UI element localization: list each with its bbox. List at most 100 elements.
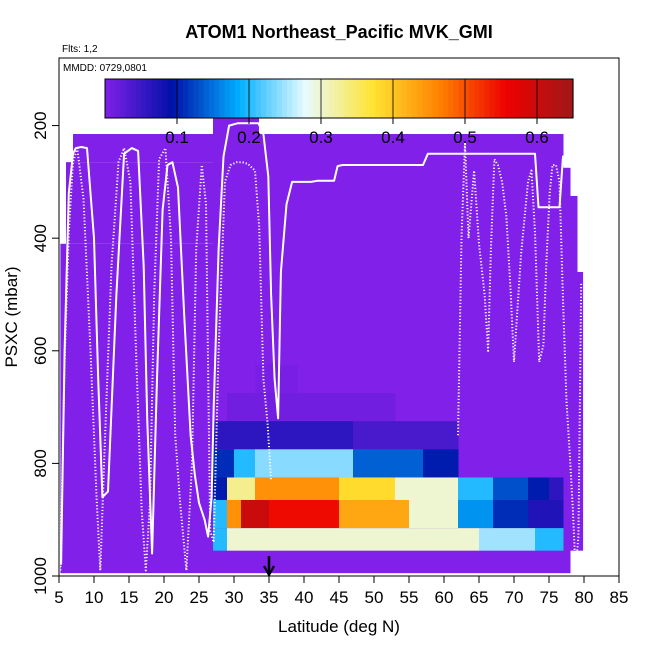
x-tick-label: 50 [365,588,384,607]
colorbar-segment [469,79,475,118]
colorbar-tick-label: 0.2 [237,128,261,147]
cell-1 [227,393,396,422]
colorbar-segment [349,79,356,118]
concentration-cells [213,364,564,551]
x-tick-label: 55 [400,588,419,607]
marker-arrow-head [263,565,275,578]
colorbar-segment [484,79,491,118]
cell-16 [528,477,550,500]
cell-12 [339,477,396,500]
cell-28 [227,528,480,551]
cell-18 [213,499,228,529]
x-tick-label: 15 [120,588,139,607]
colorbar-segment [489,79,496,118]
colorbar-segment [302,79,309,118]
colorbar-segment [136,79,142,118]
cell-5 [234,449,256,478]
colorbar-segment [151,79,158,118]
date-label: MMDD: 0729,0801 [63,63,147,74]
y-axis: 200 400 600 800 1000 [31,111,60,595]
colorbar-tick-label: 0.4 [381,128,405,147]
x-axis: 5 10 15 20 25 30 35 40 45 50 55 60 65 70 75 80 85 [54,575,628,607]
colorbar-segment [323,79,330,118]
colorbar-segment [172,79,179,118]
cell-20 [241,499,270,529]
colorbar-segment [448,79,454,118]
colorbar-segment [141,79,148,118]
cell-14 [458,477,494,500]
colorbar-segment [401,79,408,118]
cell-22 [339,499,410,529]
y-tick-label: 400 [31,224,50,252]
cell-27 [213,528,228,551]
colorbar-segment [276,79,283,118]
colorbar-segment [162,79,168,118]
colorbar-segment [339,79,345,118]
cell-3 [353,421,459,450]
colorbar-segment [229,79,236,118]
colorbar-segment [297,79,304,118]
colorbar-segment [203,79,210,118]
colorbar-segment [521,79,527,118]
colorbar-segment [422,79,428,118]
colorbar-segment [495,79,501,118]
colorbar-segment [474,79,480,118]
colorbar-tick-label: 0.3 [309,128,333,147]
colorbar-segment [365,79,371,118]
x-tick-label: 10 [85,588,104,607]
colorbar-segment [479,79,486,118]
x-tick-label: 40 [295,588,314,607]
colorbar-tick-label: 0.5 [453,128,477,147]
cell-25 [493,499,529,529]
colorbar-segment [380,79,387,118]
colorbar-segment [437,79,444,118]
colorbar-segment [557,79,564,118]
colorbar-segment [500,79,506,118]
flight-track-0 [59,147,273,572]
colorbar-segment [505,79,512,118]
x-tick-label: 30 [225,588,244,607]
colorbar-segment [188,79,194,118]
cell-17 [549,477,564,500]
colorbar-segment [463,79,470,118]
colorbar-segment [328,79,335,118]
x-tick-label: 35 [260,588,279,607]
cell-23 [409,499,459,529]
flights-label: Flts: 1,2 [62,44,98,55]
background-cell-6 [570,195,578,551]
colorbar-segment [214,79,220,118]
cell-6 [255,449,354,478]
cell-11 [255,477,340,500]
colorbar-segment [313,79,319,118]
background-cell-7 [577,271,584,551]
colorbar-segment [453,79,460,118]
colorbar-segment [562,79,569,118]
colorbar-segment [266,79,272,118]
colorbar-segment [385,79,392,118]
cell-26 [528,499,564,529]
colorbar-segment [354,79,361,118]
colorbar-segment [287,79,293,118]
cell-29 [479,528,536,551]
y-tick-label: 200 [31,111,50,139]
colorbar-segment [292,79,298,118]
background-cell-2 [73,134,214,163]
flight-tracks [59,122,583,572]
colorbar-segment [209,79,215,118]
colorbar-segment [131,79,137,118]
colorbar-segment [240,79,246,118]
x-axis-label: Latitude (deg N) [278,617,400,636]
colorbar-segment [515,79,522,118]
colorbar-segment [411,79,418,118]
colorbar-tick-label: 0.1 [165,128,189,147]
colorbar-segment [183,79,189,118]
cell-15 [493,477,529,500]
y-tick-label: 800 [31,449,50,477]
background-cell-5 [563,167,571,574]
x-tick-label: 80 [575,588,594,607]
y-tick-label: 600 [31,337,50,365]
colorbar-segment [110,79,116,118]
colorbar-segment [432,79,439,118]
background-cell-0 [60,243,214,574]
latitude-marker-arrow [263,556,275,578]
